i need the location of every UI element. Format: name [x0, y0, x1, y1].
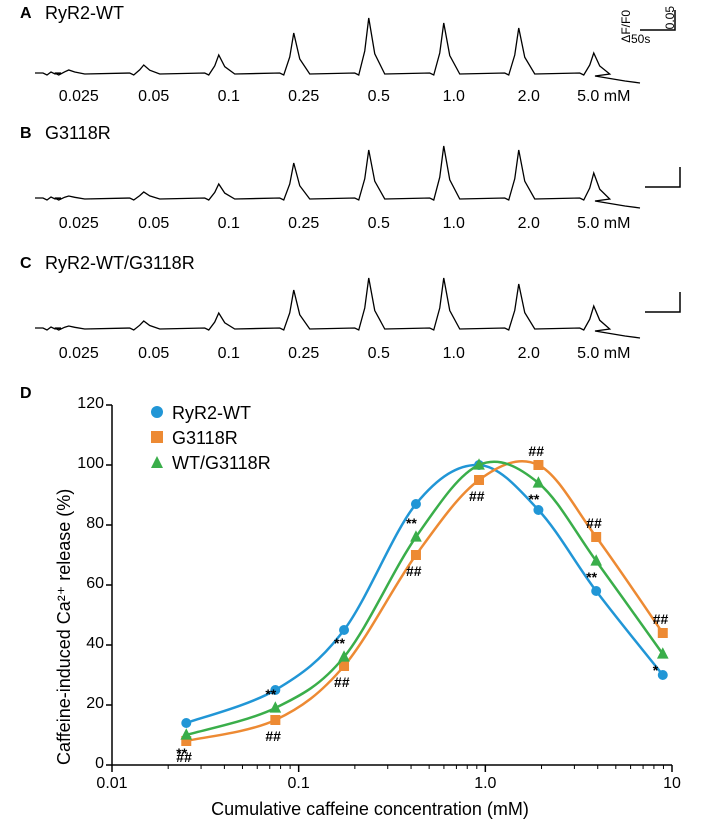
legend-text: WT/G3118R — [172, 453, 271, 474]
x-tick-label: 10 — [652, 775, 692, 793]
conc-label: 2.0 — [494, 345, 564, 363]
legend-row: G3118R — [150, 428, 271, 449]
significance-marker: ** — [586, 569, 597, 585]
y-tick-label: 60 — [70, 575, 104, 593]
conc-label: 0.05 — [119, 88, 189, 106]
x-tick-label: 1.0 — [465, 775, 505, 793]
conc-label: 0.025 — [44, 88, 114, 106]
scalebar-a: ΔF/F0 0.05 50s — [625, 8, 695, 58]
scalebar-c — [640, 290, 690, 330]
conc-label: 0.25 — [269, 88, 339, 106]
legend-marker-icon — [150, 428, 164, 449]
legend-marker-icon — [150, 453, 164, 474]
y-tick-label: 120 — [70, 395, 104, 413]
panel-a-label: A — [20, 5, 32, 23]
significance-marker: ** — [176, 745, 187, 761]
chart-d: Caffeine-induced Ca²⁺ release (%) Cumula… — [40, 395, 700, 825]
significance-marker: ** — [334, 635, 345, 651]
y-tick-label: 80 — [70, 515, 104, 533]
scalebar-b — [640, 165, 690, 205]
trace-b — [35, 128, 645, 213]
conc-label: 5.0 mM — [569, 215, 639, 233]
significance-marker: * — [653, 662, 658, 678]
conc-label: 0.05 — [119, 345, 189, 363]
conc-label: 0.1 — [194, 88, 264, 106]
conc-label: 1.0 — [419, 215, 489, 233]
legend-text: G3118R — [172, 428, 238, 449]
conc-label: 2.0 — [494, 215, 564, 233]
conc-label: 2.0 — [494, 88, 564, 106]
significance-marker: ** — [265, 686, 276, 702]
conc-label: 0.5 — [344, 215, 414, 233]
conc-label: 0.25 — [269, 345, 339, 363]
significance-marker: ## — [406, 563, 422, 579]
significance-marker: ## — [334, 674, 350, 690]
panel-c-label: C — [20, 255, 32, 273]
conc-label: 0.1 — [194, 215, 264, 233]
panel-b-label: B — [20, 125, 32, 143]
scale-h-value: 50s — [631, 32, 650, 46]
legend: RyR2-WT G3118R WT/G3118R — [150, 403, 271, 478]
trace-a — [35, 3, 645, 88]
conc-label: 1.0 — [419, 88, 489, 106]
conc-label: 5.0 mM — [569, 345, 639, 363]
conc-label: 5.0 mM — [569, 88, 639, 106]
significance-marker: ## — [469, 488, 485, 504]
y-tick-label: 100 — [70, 455, 104, 473]
y-tick-label: 20 — [70, 695, 104, 713]
conc-label: 1.0 — [419, 345, 489, 363]
significance-marker: ## — [265, 728, 281, 744]
significance-marker: ** — [406, 515, 417, 531]
significance-marker: ** — [528, 491, 539, 507]
conc-label: 0.025 — [44, 345, 114, 363]
conc-label: 0.05 — [119, 215, 189, 233]
legend-marker-icon — [150, 403, 164, 424]
legend-row: RyR2-WT — [150, 403, 271, 424]
legend-text: RyR2-WT — [172, 403, 251, 424]
x-tick-label: 0.01 — [92, 775, 132, 793]
conc-label: 0.5 — [344, 88, 414, 106]
y-tick-label: 40 — [70, 635, 104, 653]
conc-label: 0.5 — [344, 345, 414, 363]
significance-marker: ## — [653, 611, 669, 627]
scale-v-value: 0.05 — [663, 6, 677, 29]
trace-c — [35, 258, 645, 343]
x-axis-label: Cumulative caffeine concentration (mM) — [80, 799, 660, 820]
conc-label: 0.1 — [194, 345, 264, 363]
legend-row: WT/G3118R — [150, 453, 271, 474]
x-tick-label: 0.1 — [279, 775, 319, 793]
significance-marker: ## — [528, 443, 544, 459]
conc-label: 0.025 — [44, 215, 114, 233]
conc-label: 0.25 — [269, 215, 339, 233]
y-tick-label: 0 — [70, 755, 104, 773]
significance-marker: ## — [586, 515, 602, 531]
panel-d-label: D — [20, 385, 32, 403]
